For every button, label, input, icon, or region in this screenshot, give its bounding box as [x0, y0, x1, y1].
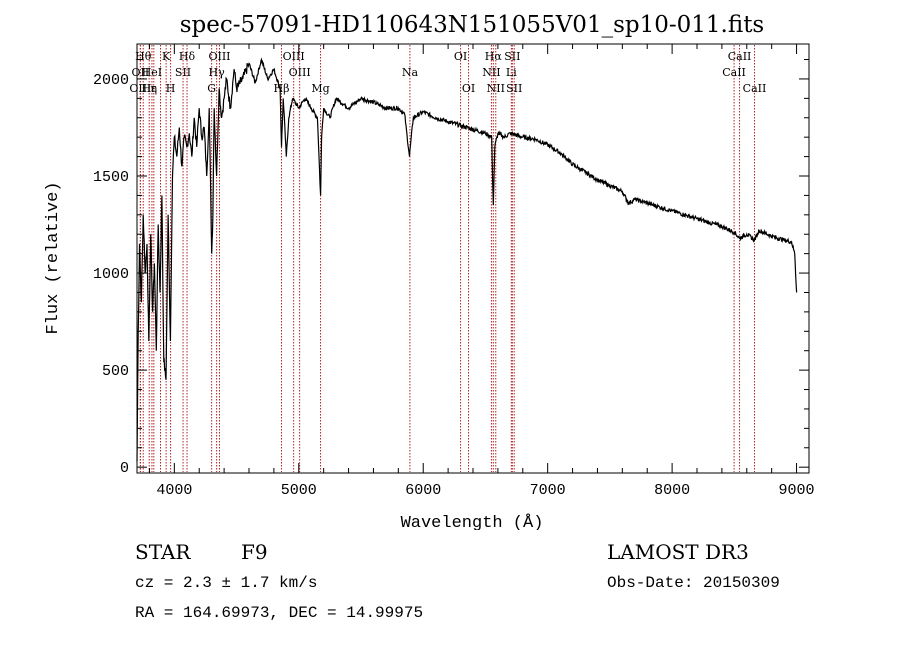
survey-name: LAMOST DR3: [607, 540, 749, 564]
spectral-line-label: Na: [402, 66, 419, 79]
spectral-line-label: OIII: [129, 82, 151, 95]
spectral-line-label: OII: [132, 66, 150, 79]
spectral-line-label: CaII: [722, 66, 746, 79]
spectral-line-label: CaII: [743, 82, 767, 95]
x-tick-label: 8000: [654, 482, 690, 499]
spectral-line-label: NII: [487, 82, 505, 95]
x-tick-label: 5000: [281, 482, 317, 499]
coordinates: RA = 164.69973, DEC = 14.99975: [135, 604, 424, 622]
spectral-line-label: SII: [504, 50, 520, 63]
spectrum-chart: spec-57091-HD110643N151055V01_sp10-011.f…: [44, 12, 815, 530]
spectral-line-markers: [139, 45, 755, 472]
x-tick-label: 9000: [779, 482, 815, 499]
spectral-line-label: H: [166, 82, 176, 95]
spectral-line-label: Hβ: [274, 82, 290, 95]
y-tick-label: 1000: [93, 266, 129, 283]
spectral-line-label: OIII: [283, 50, 305, 63]
y-tick-label: 0: [120, 460, 129, 477]
spectral-line-label: NII: [482, 66, 500, 79]
object-subclass: F9: [241, 540, 268, 564]
spectral-line-label: CaII: [728, 50, 752, 63]
spectral-line-label: OIII: [208, 50, 230, 63]
x-axis-ticks: 4000 5000 6000 7000 8000 9000: [148, 44, 815, 499]
spectrum-series-line: [136, 57, 798, 462]
spectral-line-label: Hγ: [209, 66, 226, 79]
y-tick-label: 1500: [93, 169, 129, 186]
y-axis-ticks: 0 500 1000 1500 2000: [93, 59, 809, 477]
spectral-line-label: OI: [454, 50, 467, 63]
spectral-line-label: Hθ: [135, 50, 152, 63]
x-tick-label: 7000: [530, 482, 566, 499]
spectral-line-label: SII: [175, 66, 191, 79]
x-axis-label: Wavelength (Å): [401, 514, 544, 530]
spectral-line-label: Hδ: [179, 50, 196, 63]
spectral-line-label: G: [207, 82, 216, 95]
spectral-line-label: K: [162, 50, 171, 63]
spectral-line-label: Mg: [311, 82, 329, 95]
x-tick-label: 6000: [405, 482, 441, 499]
chart-title: spec-57091-HD110643N151055V01_sp10-011.f…: [180, 12, 765, 38]
spectral-line-label: Hε: [142, 82, 158, 95]
spectral-line-label: η: [151, 82, 158, 95]
plot-frame: [136, 43, 810, 474]
spectral-line-label: OIII: [289, 66, 311, 79]
obs-date: Obs-Date: 20150309: [607, 574, 780, 592]
spectral-line-label: SII: [506, 82, 522, 95]
spectral-line-label: HeI: [142, 66, 162, 79]
spectral-line-label: OI: [462, 82, 475, 95]
spectral-line-label: Hα: [485, 50, 503, 63]
redshift-value: cz = 2.3 ± 1.7 km/s: [135, 574, 318, 592]
object-class: STAR: [135, 540, 191, 564]
spectral-line-label: Li: [506, 66, 517, 79]
x-tick-label: 4000: [156, 482, 192, 499]
y-tick-label: 2000: [93, 72, 129, 89]
y-tick-label: 500: [102, 363, 129, 380]
y-axis-label: Flux (relative): [44, 181, 63, 334]
